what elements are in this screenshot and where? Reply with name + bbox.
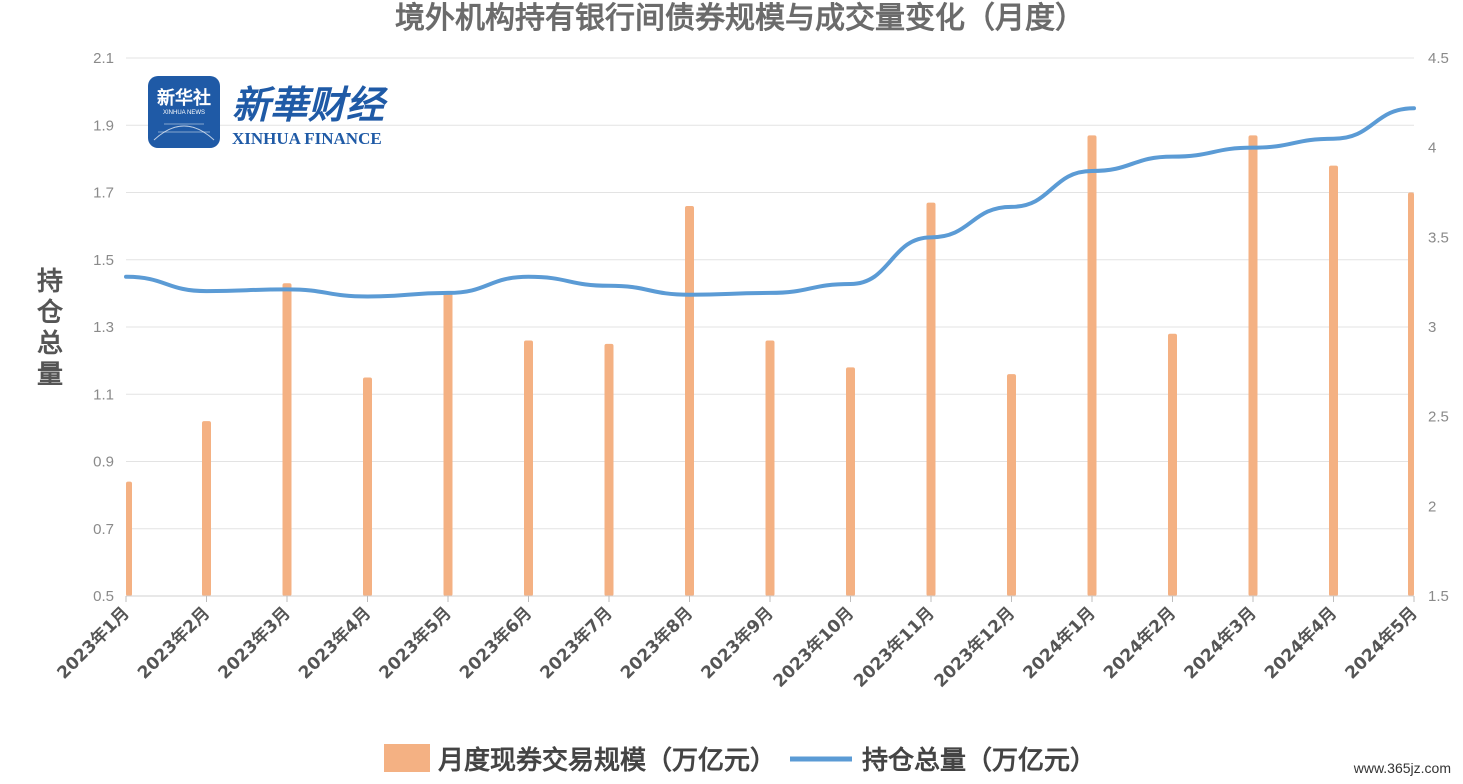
x-tick-label: 2023年12月 [930,603,1019,692]
x-tick-label: 2023年5月 [375,603,456,684]
watermark: www.365jz.com [1349,758,1455,778]
holdings-line [124,106,1416,299]
x-tick-label: 2023年6月 [455,603,536,684]
left-tick-label: 2.1 [93,50,114,67]
right-tick-label: 4.5 [1428,50,1449,67]
left-tick-label: 0.5 [93,588,114,605]
left-axis-ticks: 0.5 0.7 0.9 1.1 1.3 1.5 1.7 1.9 2.1 [93,50,114,605]
left-tick-label: 1.3 [93,319,114,336]
grid [126,57,1414,597]
bar [1329,165,1338,596]
x-tick-label: 2023年2月 [133,603,214,684]
xinhua-logo: 新华社 XINHUA NEWS 新華财经 XINHUA FINANCE [148,76,389,148]
x-tick-label: 2023年10月 [769,603,858,692]
bar [443,293,453,596]
x-axis-ticks: 2023年1月 2023年2月 2023年3月 2023年4月 2023年5月 2023年… [53,595,1422,692]
globe-lines-icon [158,123,210,133]
bar-series [126,135,1414,596]
x-tick-label: 2024年1月 [1019,603,1100,684]
bar [604,343,614,596]
legend: 月度现券交易规模（万亿元） 持仓总量（万亿元） [384,744,1096,776]
badge-text: 新华社 [157,87,211,109]
left-tick-label: 0.9 [93,454,114,471]
bar [685,205,694,596]
bar [1087,135,1097,596]
left-tick-label: 1.7 [93,185,114,202]
left-tick-label: 0.7 [93,521,114,538]
bar [926,202,936,596]
bar [1408,192,1414,596]
right-tick-label: 1.5 [1428,588,1449,605]
legend-line-label: 持仓总量（万亿元） [862,745,1096,776]
bar [363,377,372,596]
x-tick-label: 2023年8月 [616,603,697,684]
x-tick-label: 2023年1月 [53,603,134,684]
x-tick-label: 2023年3月 [214,603,295,684]
bar [846,367,855,596]
bar [202,421,211,596]
x-tick-label: 2023年9月 [697,603,778,684]
x-tick-label: 2024年4月 [1260,603,1341,684]
legend-bar-swatch [384,744,430,772]
x-tick-label: 2023年11月 [849,603,938,692]
y-axis-label-char: 量 [37,360,63,390]
xinhua-badge [148,76,220,148]
line-series [124,106,1416,299]
right-tick-label: 3.5 [1428,229,1449,246]
right-tick-label: 4 [1428,140,1436,157]
bar [126,481,132,596]
x-tick-label: 2024年2月 [1099,603,1180,684]
right-tick-label: 3 [1428,319,1436,336]
globe-icon [153,125,215,141]
legend-bar-label: 月度现券交易规模（万亿元） [437,745,776,776]
y-axis-label-char: 总 [37,329,63,359]
chart-title: 境外机构持有银行间债券规模与成交量变化（月度） [395,1,1085,36]
y-axis-label-char: 仓 [36,297,64,328]
left-tick-label: 1.5 [93,252,114,269]
badge-small-text: XINHUA NEWS [163,110,205,116]
x-tick-label: 2023年7月 [536,603,617,684]
bar [765,340,775,596]
right-tick-label: 2 [1428,498,1436,515]
left-tick-label: 1.1 [93,386,114,403]
y-axis-label-char: 持 [37,267,63,297]
bar [1007,374,1016,596]
left-tick-label: 1.9 [93,117,114,134]
right-axis-ticks: 1.5 2 2.5 3 3.5 4 4.5 [1428,50,1449,605]
y-axis-label: 持仓总量 [36,267,64,390]
x-tick-label: 2023年4月 [294,603,375,684]
brand-en: XINHUA FINANCE [232,129,382,148]
x-tick-label: 2024年3月 [1180,603,1261,684]
brand-cn: 新華财经 [232,82,389,127]
right-tick-label: 2.5 [1428,409,1449,426]
bar [282,283,292,596]
bar [1248,135,1258,596]
bar [1168,333,1177,596]
x-tick-label: 2024年5月 [1341,603,1422,684]
bar [524,340,533,596]
